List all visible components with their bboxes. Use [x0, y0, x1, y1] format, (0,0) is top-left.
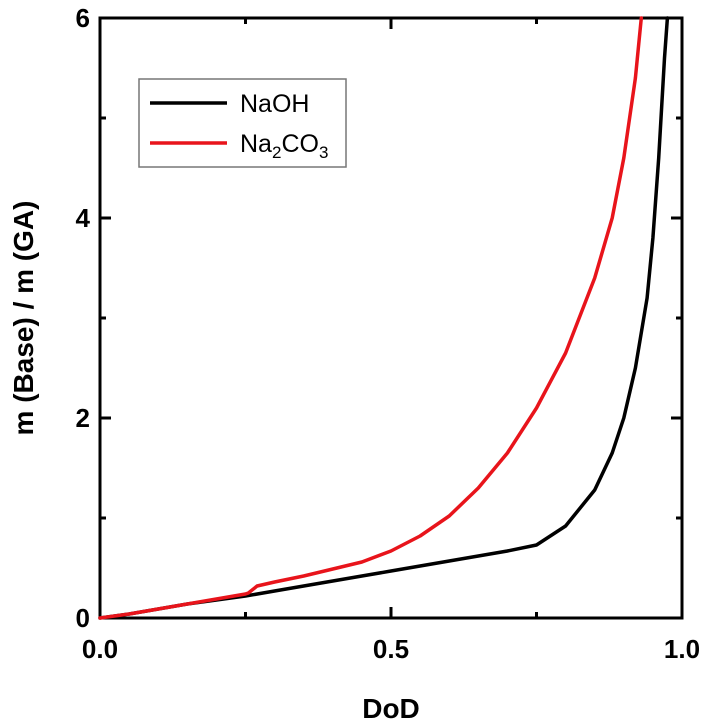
- series-layer: [98, 16, 670, 620]
- x-tick-label: 1.0: [664, 634, 700, 664]
- legend: NaOH Na2CO3: [138, 78, 347, 168]
- axis-ticks: 0.0 0.5 1.0 0 2 4 6: [76, 3, 701, 664]
- legend-label-na2co3: Na2CO3: [240, 130, 328, 162]
- x-axis-title: DoD: [362, 693, 420, 724]
- legend-box: [138, 78, 347, 168]
- y-tick-label: 4: [76, 203, 91, 233]
- y-axis-title: m (Base) / m (GA): [8, 201, 39, 436]
- legend-label-naoh: NaOH: [240, 90, 309, 118]
- y-tick-label: 0: [76, 603, 90, 633]
- series-line-na2co3: [98, 16, 644, 620]
- x-tick-label: 0.0: [82, 634, 118, 664]
- x-tick-label: 0.5: [373, 634, 409, 664]
- y-tick-label: 6: [76, 3, 90, 33]
- y-tick-label: 2: [76, 403, 90, 433]
